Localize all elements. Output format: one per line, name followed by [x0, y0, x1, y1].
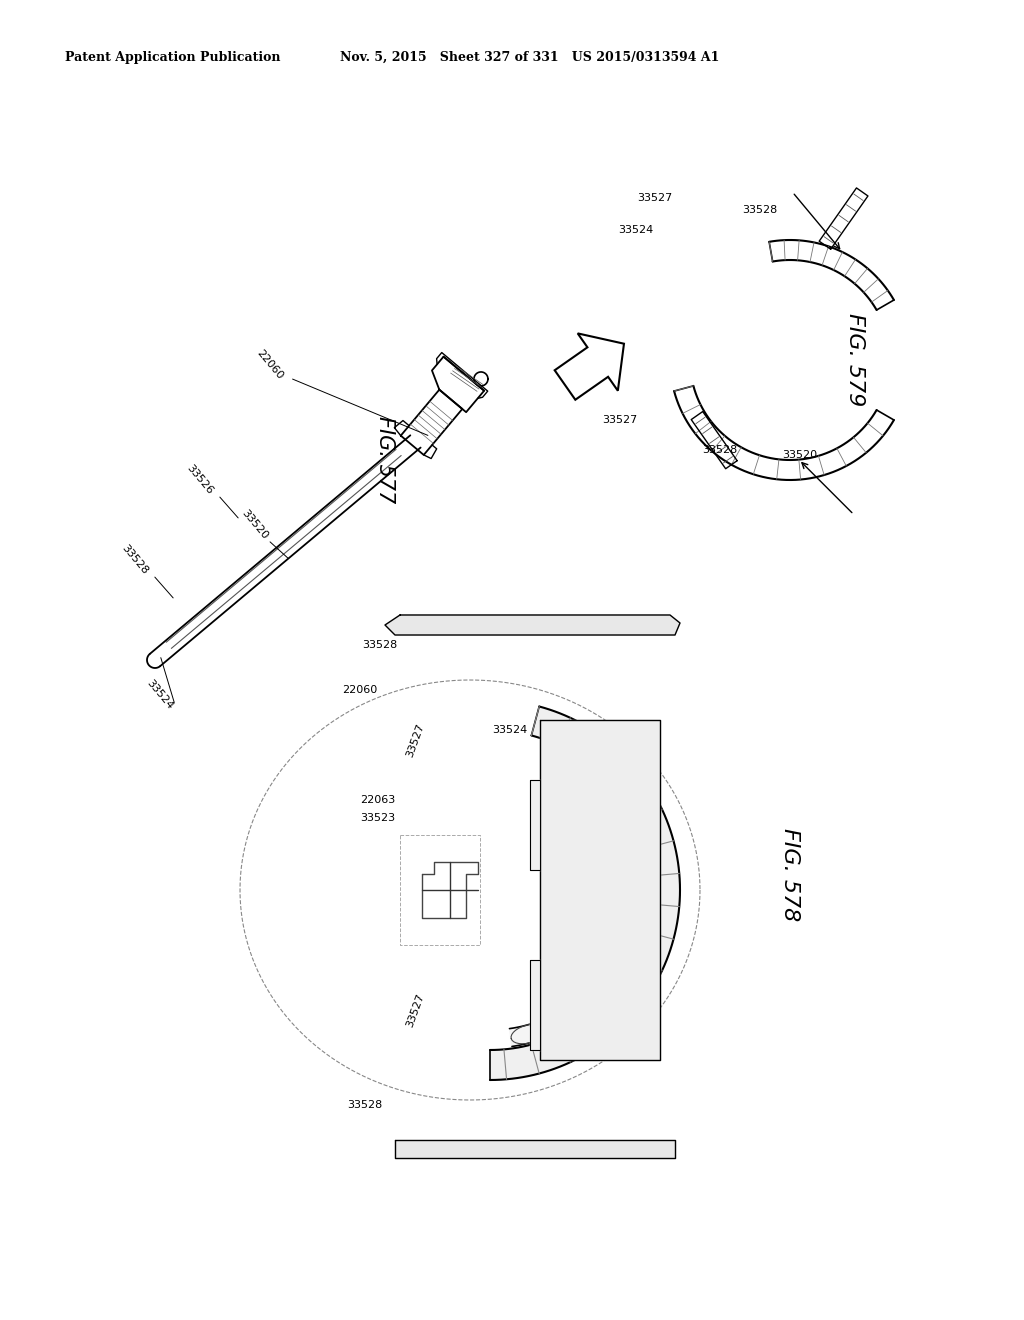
Text: 33528: 33528 [742, 205, 777, 215]
Text: 33523: 33523 [360, 813, 395, 822]
Text: 33528: 33528 [347, 1100, 383, 1110]
Text: 33527: 33527 [602, 414, 638, 425]
Text: FIG. 578: FIG. 578 [780, 829, 800, 921]
Polygon shape [530, 780, 540, 870]
Text: 22063: 22063 [360, 795, 395, 805]
Text: 33527: 33527 [637, 193, 673, 203]
Text: 33526: 33526 [185, 463, 215, 496]
Polygon shape [540, 719, 660, 1060]
Text: Patent Application Publication: Patent Application Publication [65, 50, 281, 63]
Text: 33528: 33528 [702, 445, 737, 455]
Text: 33524: 33524 [493, 725, 527, 735]
Text: 33520: 33520 [602, 755, 638, 766]
Text: FIG. 577: FIG. 577 [375, 416, 395, 504]
Polygon shape [385, 615, 680, 635]
Text: 33520: 33520 [240, 508, 270, 541]
Polygon shape [395, 1140, 675, 1158]
Text: 22060: 22060 [255, 348, 285, 381]
Text: 33520: 33520 [782, 450, 817, 459]
Text: 33527: 33527 [404, 722, 426, 758]
Text: Nov. 5, 2015   Sheet 327 of 331   US 2015/0313594 A1: Nov. 5, 2015 Sheet 327 of 331 US 2015/03… [340, 50, 720, 63]
Text: 33425: 33425 [522, 1035, 558, 1045]
Polygon shape [510, 743, 648, 1047]
Text: FIG. 579: FIG. 579 [845, 313, 865, 407]
Text: 33524: 33524 [144, 678, 175, 711]
Text: 33524: 33524 [618, 224, 653, 235]
Polygon shape [490, 706, 680, 1080]
Text: 33528: 33528 [362, 640, 397, 649]
Text: 22060: 22060 [342, 685, 378, 696]
Text: 33527: 33527 [404, 991, 426, 1028]
Polygon shape [530, 960, 540, 1049]
Text: 33528: 33528 [120, 544, 151, 577]
